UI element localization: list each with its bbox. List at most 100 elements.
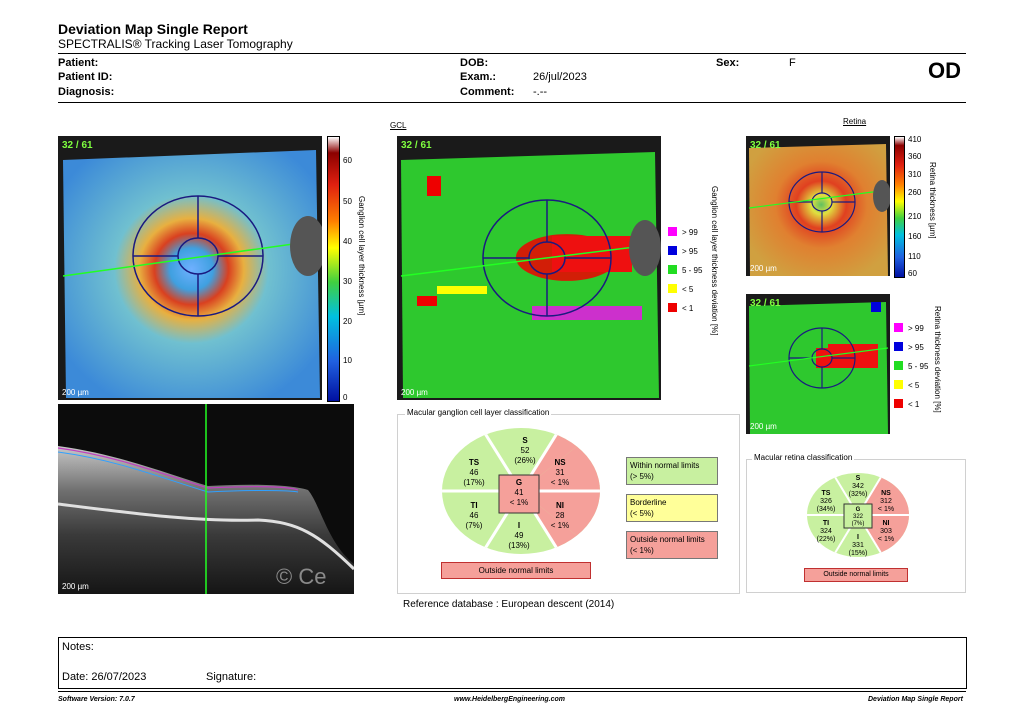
comment-label: Comment:: [460, 86, 515, 98]
retina-thickness-colorbar: [894, 136, 905, 278]
legend-swatch-5-95: [894, 361, 903, 370]
colorbar-label: Retina thickness deviation [%]: [933, 306, 942, 413]
retina-section-title: Retina: [843, 117, 867, 126]
software-version: Software Version: 7.0.7: [58, 696, 135, 703]
sex-label: Sex:: [716, 57, 740, 69]
legend-swatch-1: [894, 399, 903, 408]
scale-label: 200 µm: [62, 388, 89, 397]
retina-thickness-map[interactable]: 32 / 61 200 µm: [746, 136, 890, 276]
sector-s: S 342 (32%): [848, 475, 868, 498]
legend-label: > 99: [908, 324, 924, 333]
tick-label: 310: [908, 170, 922, 179]
sector-ni: NI 28 < 1%: [550, 501, 570, 530]
gcl-section-title: GCL: [390, 121, 407, 130]
tick-label: 60: [343, 156, 352, 165]
divider: [58, 53, 966, 54]
notes-box[interactable]: [58, 637, 967, 689]
report-title: Deviation Map Single Report: [58, 21, 248, 37]
sector-g: G 322 (7%): [851, 507, 865, 527]
scan-count: 32 / 61: [750, 140, 781, 151]
retina-sector-diagram: [807, 473, 909, 557]
tick-label: 360: [908, 152, 922, 161]
legend-swatch-5-95: [668, 265, 677, 274]
legend-borderline: Borderline (< 5%): [626, 494, 718, 522]
gcl-classification-box: [397, 414, 740, 594]
legend-label: 5 - 95: [908, 362, 929, 371]
scan-count: 32 / 61: [62, 140, 93, 151]
tick-label: 50: [343, 197, 352, 206]
divider: [58, 102, 966, 103]
legend-within-normal: Within normal limits (> 5%): [626, 457, 718, 485]
retina-thickness-image: [748, 144, 890, 276]
legend-swatch-99: [894, 323, 903, 332]
gcl-thickness-colorbar: [327, 136, 340, 402]
legend-label: > 95: [908, 343, 924, 352]
legend-outside-normal: Outside normal limits (< 1%): [626, 531, 718, 559]
report-name: Deviation Map Single Report: [868, 696, 963, 703]
gcl-thickness-map[interactable]: 32 / 61 200 µm: [58, 136, 322, 400]
sex-value: F: [789, 57, 796, 69]
legend-label: 5 - 95: [682, 266, 703, 275]
sector-ni: NI 303 < 1%: [877, 520, 895, 543]
scale-label: 200 µm: [750, 422, 777, 431]
sector-ti: TI 324 (22%): [816, 520, 836, 543]
legend-label: > 95: [682, 247, 698, 256]
colorbar-label: Retina thickness [µm]: [928, 162, 937, 239]
sector-s: S 52 (26%): [514, 436, 536, 465]
legend-label: < 1: [682, 304, 694, 313]
legend-swatch-99: [668, 227, 677, 236]
watermark: © Ce: [276, 564, 327, 589]
retina-classification-box: [746, 459, 966, 593]
scan-count: 32 / 61: [401, 140, 432, 151]
sector-ti: TI 46 (7%): [465, 501, 483, 530]
gcl-deviation-map[interactable]: 32 / 61 200 µm: [397, 136, 661, 400]
legend-swatch-95: [668, 246, 677, 255]
legend-swatch-5: [668, 284, 677, 293]
tick-label: 40: [343, 237, 352, 246]
diagnosis-label: Diagnosis:: [58, 86, 115, 98]
gcl-thickness-image: [62, 150, 322, 398]
retina-classification-title: Macular retina classification: [752, 453, 855, 462]
sector-ts: TS 326 (34%): [816, 490, 836, 513]
oct-bscan-image: [58, 404, 354, 594]
exam-label: Exam.:: [460, 71, 497, 83]
tick-label: 160: [908, 232, 922, 241]
sector-i: I 331 (15%): [848, 534, 868, 557]
retina-result-badge: Outside normal limits: [804, 568, 908, 582]
scale-label: 200 µm: [62, 582, 89, 591]
colorbar-label: Ganglion cell layer thickness [µm]: [357, 196, 366, 316]
scan-count: 32 / 61: [750, 298, 781, 309]
patient-label: Patient:: [58, 57, 99, 69]
reference-database: Reference database : European descent (2…: [403, 599, 615, 610]
tick-label: 0: [343, 393, 348, 402]
retina-deviation-map[interactable]: 32 / 61 200 µm: [746, 294, 890, 434]
tick-label: 60: [908, 269, 917, 278]
dob-label: DOB:: [460, 57, 489, 69]
retina-deviation-image: [748, 302, 889, 434]
legend-label: > 99: [682, 228, 698, 237]
oct-bscan[interactable]: © Ce 200 µm: [58, 404, 354, 594]
date-label: Date: 26/07/2023: [62, 671, 147, 683]
tick-label: 20: [343, 317, 352, 326]
gcl-deviation-image: [400, 152, 661, 398]
signature-label: Signature:: [206, 671, 257, 683]
sector-ns: NS 312 < 1%: [877, 490, 895, 513]
gcl-classification-title: Macular ganglion cell layer classificati…: [405, 408, 552, 417]
comment-value: -.--: [533, 86, 548, 98]
legend-swatch-95: [894, 342, 903, 351]
tick-label: 210: [908, 212, 922, 221]
colorbar-label: Ganglion cell layer thickness deviation …: [710, 186, 719, 336]
tick-label: 110: [908, 252, 921, 261]
report-subtitle: SPECTRALIS® Tracking Laser Tomography: [58, 37, 293, 51]
sector-i: I 49 (13%): [508, 521, 530, 550]
website-link[interactable]: www.HeidelbergEngineering.com: [454, 696, 565, 703]
gcl-sector-diagram: [442, 428, 600, 554]
legend-swatch-1: [668, 303, 677, 312]
eye-indicator: OD: [928, 58, 961, 83]
sector-g: G 41 < 1%: [509, 478, 529, 507]
legend-swatch-5: [894, 380, 903, 389]
exam-value: 26/jul/2023: [533, 71, 587, 83]
gcl-result-badge: Outside normal limits: [441, 562, 591, 579]
patient-id-label: Patient ID:: [58, 71, 113, 83]
scale-label: 200 µm: [401, 388, 428, 397]
